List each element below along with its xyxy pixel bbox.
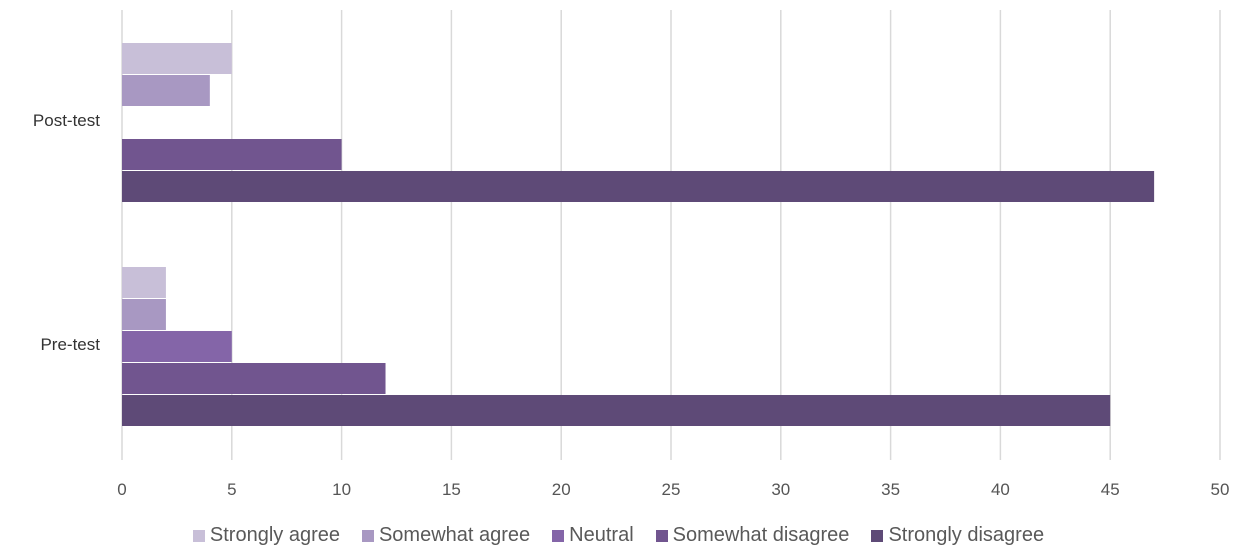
bar-pre-test-somewhat-agree [122,299,166,330]
legend-label: Somewhat agree [378,524,531,546]
category-label: Pre-test [40,335,100,354]
x-tick-label: 50 [1211,480,1230,499]
bar-pre-test-somewhat-disagree [122,363,386,394]
bar-pre-test-neutral [122,331,232,362]
x-tick-label: 45 [1101,480,1120,499]
bar-chart: 0 5 10 15 20 25 30 35 40 45 50 Post-test Pre-test [33,10,1229,499]
category-label: Post-test [33,111,100,130]
legend-swatch [655,529,668,542]
legend-label: Somewhat disagree [672,524,850,546]
bar-post-test-strongly-disagree [122,171,1155,202]
legend-item: Somewhat disagree [655,524,850,547]
x-tick-label: 0 [117,480,126,499]
bar-post-test-somewhat-disagree [122,139,342,170]
x-tick-label: 35 [881,480,900,499]
bars [122,43,1155,426]
x-axis-tick-labels: 0 5 10 15 20 25 30 35 40 45 50 [117,480,1229,499]
legend-label: Neutral [569,524,634,546]
x-tick-label: 20 [552,480,571,499]
legend-item: Neutral [552,524,634,547]
y-axis-category-labels: Post-test Pre-test [33,111,100,354]
x-tick-label: 40 [991,480,1010,499]
x-tick-label: 15 [442,480,461,499]
bar-pre-test-strongly-disagree [122,395,1111,426]
legend-swatch [192,529,205,542]
legend-item: Strongly agree [192,524,340,547]
legend-item: Somewhat agree [361,524,531,547]
legend-swatch [871,529,884,542]
legend-item: Strongly disagree [871,524,1044,547]
legend: Strongly agree Somewhat agree Neutral Somew… [0,524,1237,547]
x-tick-label: 25 [662,480,681,499]
x-tick-label: 30 [771,480,790,499]
legend-label: Strongly disagree [888,524,1045,546]
legend-swatch [361,529,374,542]
bar-post-test-somewhat-agree [122,75,210,106]
bar-pre-test-strongly-agree [122,267,166,298]
gridlines [121,10,1221,460]
x-tick-label: 10 [332,480,351,499]
legend-swatch [552,529,565,542]
x-tick-label: 5 [227,480,236,499]
bar-post-test-strongly-agree [122,43,232,74]
legend-label: Strongly agree [209,524,340,546]
